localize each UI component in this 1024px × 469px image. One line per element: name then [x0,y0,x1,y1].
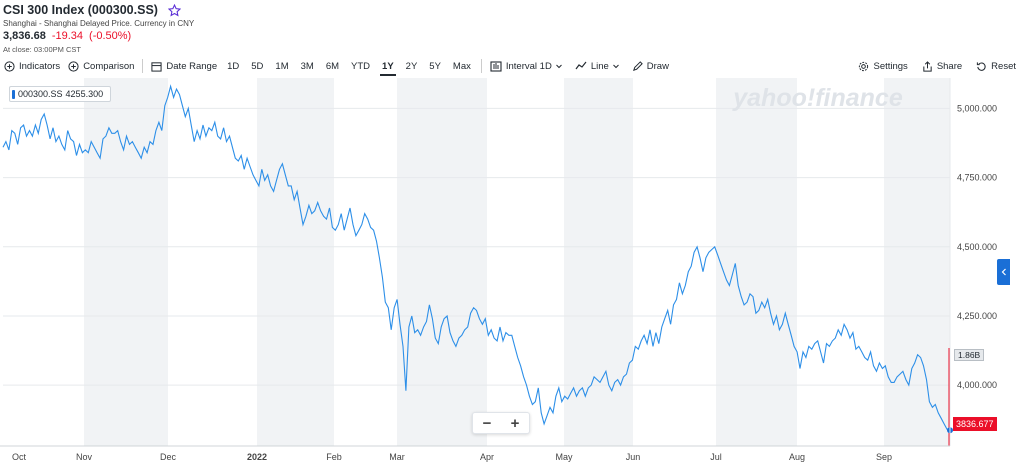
toolbar-divider [142,59,144,73]
draw-label: Draw [646,60,669,72]
x-tick-label: Feb [326,452,342,462]
price-chart[interactable]: yahoo!finance 5,000.000 4,750.000 4,500.00… [0,78,1024,469]
date-range-button[interactable]: Date Range [147,56,221,76]
share-button[interactable]: Share [918,56,966,76]
volume-tag: 1.86B [954,349,985,361]
share-label: Share [936,60,963,72]
line-label: Line [590,60,609,72]
plus-circle-icon [68,60,79,72]
comparison-button[interactable]: Comparison [64,56,138,76]
zoom-out-button[interactable]: − [482,414,492,432]
reset-button[interactable]: Reset [972,56,1020,76]
interval-button[interactable]: Interval 1D [486,56,571,76]
share-icon [923,60,932,72]
close-time: At close: 03:00PM CST [3,45,81,54]
price-change-percent: (-0.50%) [89,30,132,42]
line-type-button[interactable]: Line [571,56,628,76]
x-tick-label: Nov [76,452,93,462]
calendar-icon [151,61,162,72]
settings-label: Settings [873,60,908,72]
y-tick-label: 5,000.000 [957,103,997,113]
zoom-in-button[interactable]: + [510,414,520,432]
x-tick-label: May [555,452,573,462]
range-5d[interactable]: 5D [251,60,264,72]
range-5y[interactable]: 5Y [429,60,441,72]
x-tick-label: Aug [789,452,805,462]
range-1y[interactable]: 1Y [376,56,400,76]
interval-value: 1D [539,60,552,72]
settings-button[interactable]: Settings [854,56,911,76]
range-ytd[interactable]: YTD [351,60,371,72]
toolbar-divider [480,59,482,73]
comparison-label: Comparison [83,60,135,72]
x-tick-label: 2022 [247,452,267,462]
x-tick-label: Sep [876,452,892,462]
chart-toolbar: Indicators Comparison Date Range 1D 5D 1… [0,56,1024,76]
range-1m[interactable]: 1M [275,60,289,72]
candles-icon [490,60,502,72]
y-tick-label: 4,750.000 [957,173,997,183]
star-icon[interactable] [167,3,181,17]
gear-icon [859,61,869,71]
indicators-label: Indicators [19,60,61,72]
range-2y[interactable]: 2Y [405,60,418,72]
page-title: CSI 300 Index (000300.SS) [3,3,158,17]
x-tick-label: Apr [480,452,494,462]
x-tick-label: Mar [389,452,405,462]
range-3m[interactable]: 3M [300,60,314,72]
draw-button[interactable]: Draw [628,56,673,76]
chevron-left-icon [1001,268,1006,276]
side-panel-toggle[interactable] [997,259,1010,285]
chevron-down-icon [555,64,562,69]
indicators-button[interactable]: Indicators [0,56,64,76]
series-symbol: 000300.SS [18,89,63,99]
x-tick-label: Dec [160,452,177,462]
x-tick-label: Jul [710,452,722,462]
month-band [257,78,334,446]
chevron-down-icon [612,64,619,69]
price-change: -19.34 [51,30,84,42]
quote-header: CSI 300 Index (000300.SS) Shanghai - Sha… [3,2,603,54]
month-band [884,78,950,446]
series-tag[interactable]: 000300.SS 4255.300 [9,86,112,102]
month-band [397,78,487,446]
series-value: 4255.300 [65,89,104,99]
reset-label: Reset [991,60,1016,72]
reset-icon [977,61,986,71]
y-tick-label: 4,000.000 [957,380,997,390]
range-1d[interactable]: 1D [227,60,240,72]
exchange-info: Shanghai - Shanghai Delayed Price. Curre… [3,19,195,28]
range-max[interactable]: Max [452,60,471,72]
last-price-tag: 3836.677 [953,417,997,431]
interval-label: Interval [505,60,538,72]
date-range-label: Date Range [166,60,218,72]
pencil-icon [632,60,643,71]
plus-circle-icon [4,60,15,72]
y-tick-label: 4,250.000 [957,311,997,321]
zoom-controls: − + [472,412,530,434]
yahoo-finance-watermark: yahoo!finance [731,84,903,112]
line-chart-icon [575,61,587,70]
x-tick-label: Oct [12,452,27,462]
price-series-line [2,84,951,431]
current-price: 3,836.68 [3,30,46,42]
y-tick-label: 4,500.000 [957,242,997,252]
range-6m[interactable]: 6M [325,60,340,72]
month-band [716,78,797,446]
x-tick-label: Jun [626,452,641,462]
